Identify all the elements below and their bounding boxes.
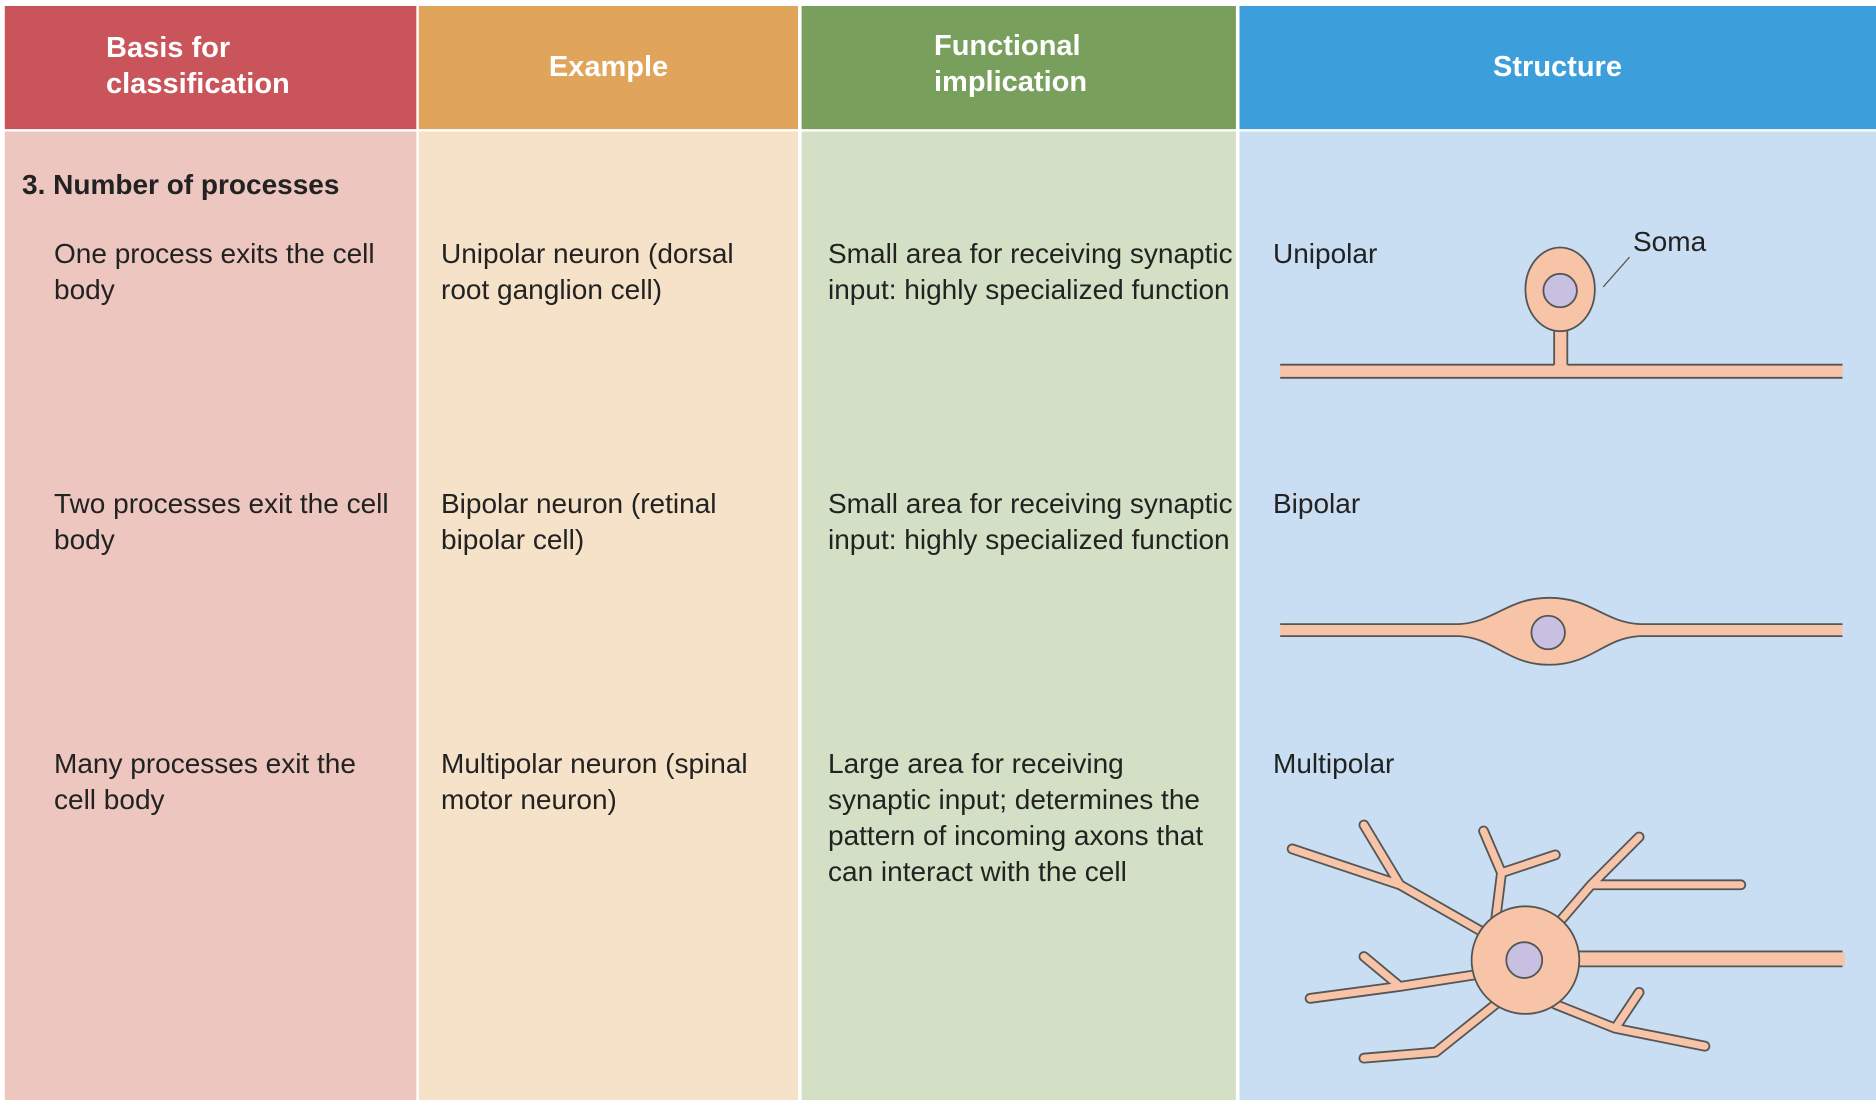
cell: Multipolar neuron (spinal motor neuron) (441, 748, 748, 815)
cell: Small area for receiving synaptic input:… (828, 488, 1233, 555)
cell: Unipolar neuron (dorsal root ganglion ce… (441, 238, 734, 305)
cell: One process exits the cell body (54, 238, 375, 305)
header-cell (1239, 5, 1876, 130)
cell: Two processes exit the cell body (54, 488, 389, 555)
header: Example (548, 51, 669, 83)
column-bg (801, 131, 1236, 1100)
header: Functional implication (934, 30, 1088, 98)
section-title: 3. Number of processes (22, 169, 340, 200)
header-cell (418, 5, 799, 130)
multipolar-neuron (1286, 819, 1845, 1064)
bipolar-neuron (1280, 596, 1843, 666)
header: Structure (1493, 51, 1622, 83)
column-bg (4, 131, 417, 1100)
structure-label: Unipolar (1273, 238, 1378, 269)
structure-label: Multipolar (1273, 748, 1395, 779)
cell: Large area for receiving synaptic input;… (828, 748, 1204, 887)
header: Basis for classification (106, 32, 290, 100)
header-cell (801, 5, 1236, 130)
cell: Bipolar neuron (retinal bipolar cell) (441, 488, 717, 555)
soma-label: Soma (1633, 226, 1707, 257)
column-bg (418, 131, 799, 1100)
cell: Small area for receiving synaptic input:… (828, 238, 1233, 305)
cell: Many processes exit the cell body (54, 748, 356, 815)
unipolar-neuron (1280, 246, 1843, 379)
header-cell (4, 5, 417, 130)
structure-label: Bipolar (1273, 488, 1361, 519)
